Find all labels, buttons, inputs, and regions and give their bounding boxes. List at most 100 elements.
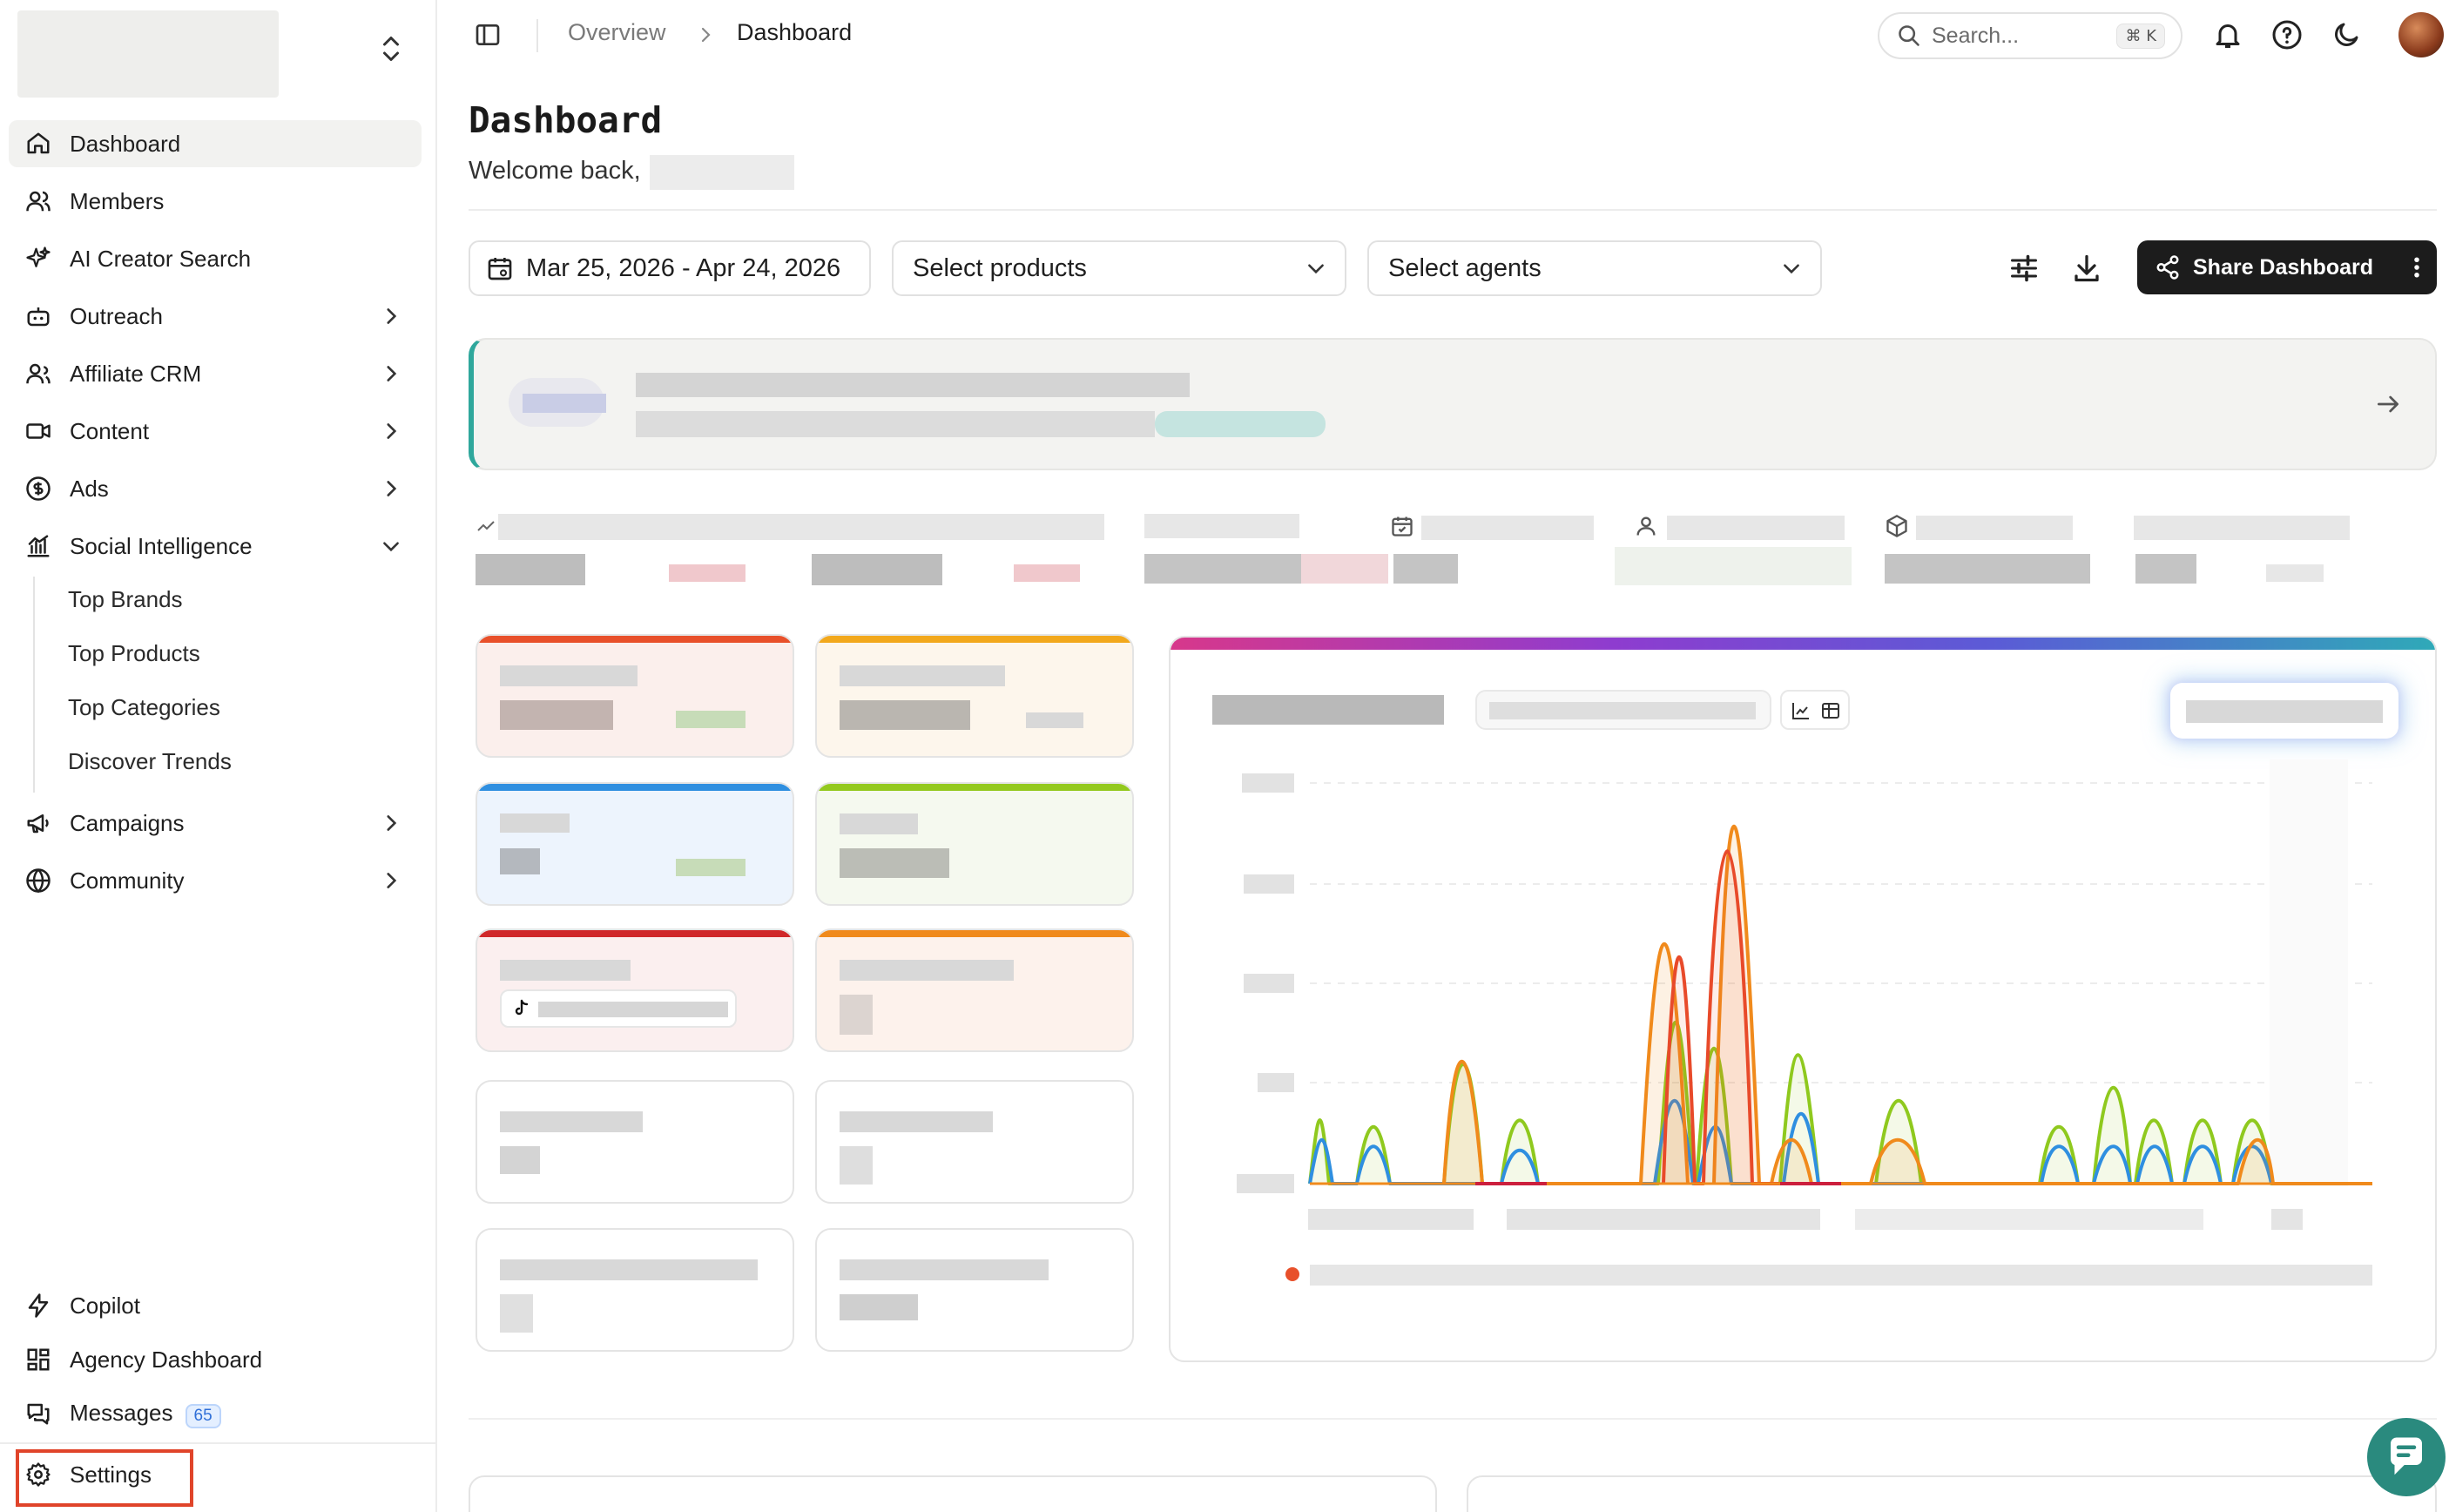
chart-metric-select[interactable] [1475,690,1771,730]
products-select[interactable]: Select products [892,240,1346,296]
page-title: Dashboard [469,99,663,141]
sidebar-item-members[interactable]: Members [9,178,422,225]
lightning-icon [23,1290,54,1321]
sidebar-item-content[interactable]: Content [9,408,422,455]
sidebar-subitem-top-brands[interactable]: Top Brands [68,586,183,612]
breadcrumb-overview[interactable]: Overview [568,19,666,45]
metric-card[interactable] [476,782,794,906]
sidebar-item-community[interactable]: Community [9,857,422,904]
sidebar-item-social-intelligence[interactable]: Social Intelligence [9,523,422,570]
sidebar-item-ads[interactable]: Ads [9,465,422,512]
banner-avatars-redacted [523,394,606,413]
metric-card[interactable] [815,1228,1134,1352]
metric-card[interactable] [476,1080,794,1204]
stat-value-redacted [2135,554,2196,584]
card-change-redacted [1026,712,1083,728]
share-icon [2156,255,2179,280]
search-input[interactable]: Search... ⌘ K [1878,12,2183,59]
stat-value-redacted [1393,554,1458,584]
chevron-right-icon [387,815,397,831]
card-value-redacted [840,848,949,878]
card-value-redacted [840,995,873,1035]
trend-icon [477,521,495,531]
sidebar-item-affiliate-crm[interactable]: Affiliate CRM [9,350,422,397]
stat-label-redacted [1667,516,1845,540]
sidebar-item-copilot[interactable]: Copilot [9,1282,422,1329]
chart-accent-gradient [1171,638,2435,650]
line-chart-icon[interactable] [1791,700,1811,721]
tiktok-chip-redacted [538,1002,728,1017]
workspace-logo[interactable] [17,10,279,98]
card-label-redacted [500,1111,643,1132]
arrow-right-icon[interactable] [2374,390,2402,418]
help-icon[interactable] [2271,19,2303,51]
metric-card[interactable] [815,928,1134,1052]
sparkles-icon [23,243,54,274]
support-chat-button[interactable] [2367,1418,2446,1496]
stat-value-redacted [812,554,942,585]
metric-card[interactable] [815,634,1134,758]
top-bar: Overview Dashboard Search... ⌘ K [439,0,2449,70]
stat-change-redacted [1014,564,1080,582]
bell-icon[interactable] [2212,19,2243,51]
breadcrumb-dashboard[interactable]: Dashboard [737,19,853,45]
card-value-redacted [500,700,613,730]
sidebar-subitem-discover-trends[interactable]: Discover Trends [68,748,232,774]
legend-dot [1285,1267,1299,1281]
card-label-redacted [500,1259,758,1280]
stat-value-redacted [1615,547,1852,585]
sidebar-subitem-top-products[interactable]: Top Products [68,640,200,666]
dark-mode-icon[interactable] [2331,19,2362,51]
chart-view-toggle[interactable] [1780,690,1850,730]
breadcrumb-chevron-icon [701,27,711,43]
trend-chart-card [1169,636,2437,1362]
sidebar-item-campaigns[interactable]: Campaigns [9,800,422,847]
series-line-green [1308,1021,2372,1185]
sidebar-item-ai-creator-search[interactable]: AI Creator Search [9,235,422,282]
share-dashboard-button[interactable]: Share Dashboard [2137,240,2437,294]
download-icon[interactable] [2071,253,2102,284]
sidebar-item-messages[interactable]: Messages 65 [9,1390,422,1437]
sidebar-item-outreach[interactable]: Outreach [9,293,422,340]
chevron-down-icon [1308,264,1324,274]
metric-card[interactable] [476,928,794,1052]
sidebar-item-label: Social Intelligence [70,532,253,559]
sidebar-item-label: Dashboard [70,130,181,157]
metric-card[interactable] [476,634,794,758]
sidebar-subitem-top-categories[interactable]: Top Categories [68,694,220,720]
tiktok-chip[interactable] [500,989,737,1028]
metric-card[interactable] [476,1228,794,1352]
chart-hover-band [2270,759,2348,1186]
y-tick-redacted [1258,1073,1294,1092]
date-range-value: Mar 25, 2026 - Apr 24, 2026 [526,253,841,282]
workspace-switcher-icon[interactable] [378,33,404,64]
card-accent-line [817,784,1132,791]
stat-value-redacted [476,554,585,585]
user-group-icon [23,358,54,389]
avatar[interactable] [2398,12,2444,57]
card-change-redacted [676,711,745,728]
announcement-banner[interactable] [469,338,2437,470]
sidebar-item-agency-dashboard[interactable]: Agency Dashboard [9,1336,422,1383]
sidebar-item-settings[interactable]: Settings [9,1451,422,1498]
more-vertical-icon[interactable] [2411,254,2423,280]
table-icon[interactable] [1820,700,1841,721]
filter-sliders-icon[interactable] [2008,253,2040,284]
x-tick-redacted [1855,1209,2203,1230]
stat-label-redacted [1421,516,1594,540]
sidebar-toggle-icon[interactable] [474,21,502,49]
sidebar-item-dashboard[interactable]: Dashboard [9,120,422,167]
chart-action-button[interactable] [2170,683,2398,739]
card-label-redacted [840,813,918,834]
date-range-picker[interactable]: Mar 25, 2026 - Apr 24, 2026 [469,240,871,296]
stat-label-redacted [498,514,1104,540]
gear-icon [23,1459,54,1490]
chevron-right-icon [387,423,397,439]
agents-select[interactable]: Select agents [1367,240,1822,296]
chevron-right-icon [387,366,397,381]
megaphone-icon [23,807,54,839]
user-icon [1636,516,1656,536]
metric-card[interactable] [815,1080,1134,1204]
bot-icon [23,300,54,332]
metric-card[interactable] [815,782,1134,906]
